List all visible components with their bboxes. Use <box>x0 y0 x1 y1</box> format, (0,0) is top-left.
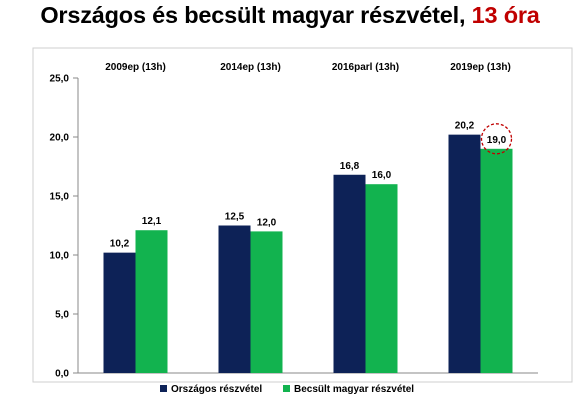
data-label: 16,0 <box>372 170 392 181</box>
chart-title-main: Országos és becsült magyar részvétel, <box>40 2 466 28</box>
data-label: 12,5 <box>225 212 245 223</box>
chart-frame <box>32 47 573 383</box>
legend-label: Országos részvétel <box>171 384 262 395</box>
category-label: 2009ep (13h) <box>105 62 166 73</box>
data-label: 12,0 <box>257 217 277 228</box>
data-label: 12,1 <box>142 216 162 227</box>
bar-becsult <box>250 231 283 373</box>
data-label: 19,0 <box>487 135 507 146</box>
bar-orszagos <box>448 134 481 373</box>
category-label: 2019ep (13h) <box>450 62 511 73</box>
y-tick-label: 5,0 <box>55 310 69 321</box>
legend-label: Becsült magyar részvétel <box>294 384 414 395</box>
chart-title: Országos és becsült magyar részvétel, 13… <box>0 2 580 29</box>
category-label: 2016parl (13h) <box>332 62 399 73</box>
highlight-circle <box>480 123 513 155</box>
bar-becsult <box>365 184 398 373</box>
y-tick-label: 25,0 <box>50 74 70 85</box>
legend-swatch <box>283 385 290 392</box>
bar-becsult <box>480 148 513 373</box>
bar-orszagos <box>103 252 136 373</box>
y-tick-label: 10,0 <box>50 251 70 262</box>
y-tick-label: 0,0 <box>55 369 69 380</box>
chart-title-highlight: 13 óra <box>471 2 540 28</box>
data-label: 20,2 <box>455 121 475 132</box>
y-tick-label: 15,0 <box>50 192 70 203</box>
bar-becsult <box>135 230 168 373</box>
bar-orszagos <box>218 225 251 373</box>
y-tick-label: 20,0 <box>50 133 70 144</box>
data-label: 16,8 <box>340 161 360 172</box>
legend-swatch <box>160 385 167 392</box>
category-label: 2014ep (13h) <box>220 62 281 73</box>
bar-orszagos <box>333 174 366 373</box>
data-label: 10,2 <box>110 239 130 250</box>
